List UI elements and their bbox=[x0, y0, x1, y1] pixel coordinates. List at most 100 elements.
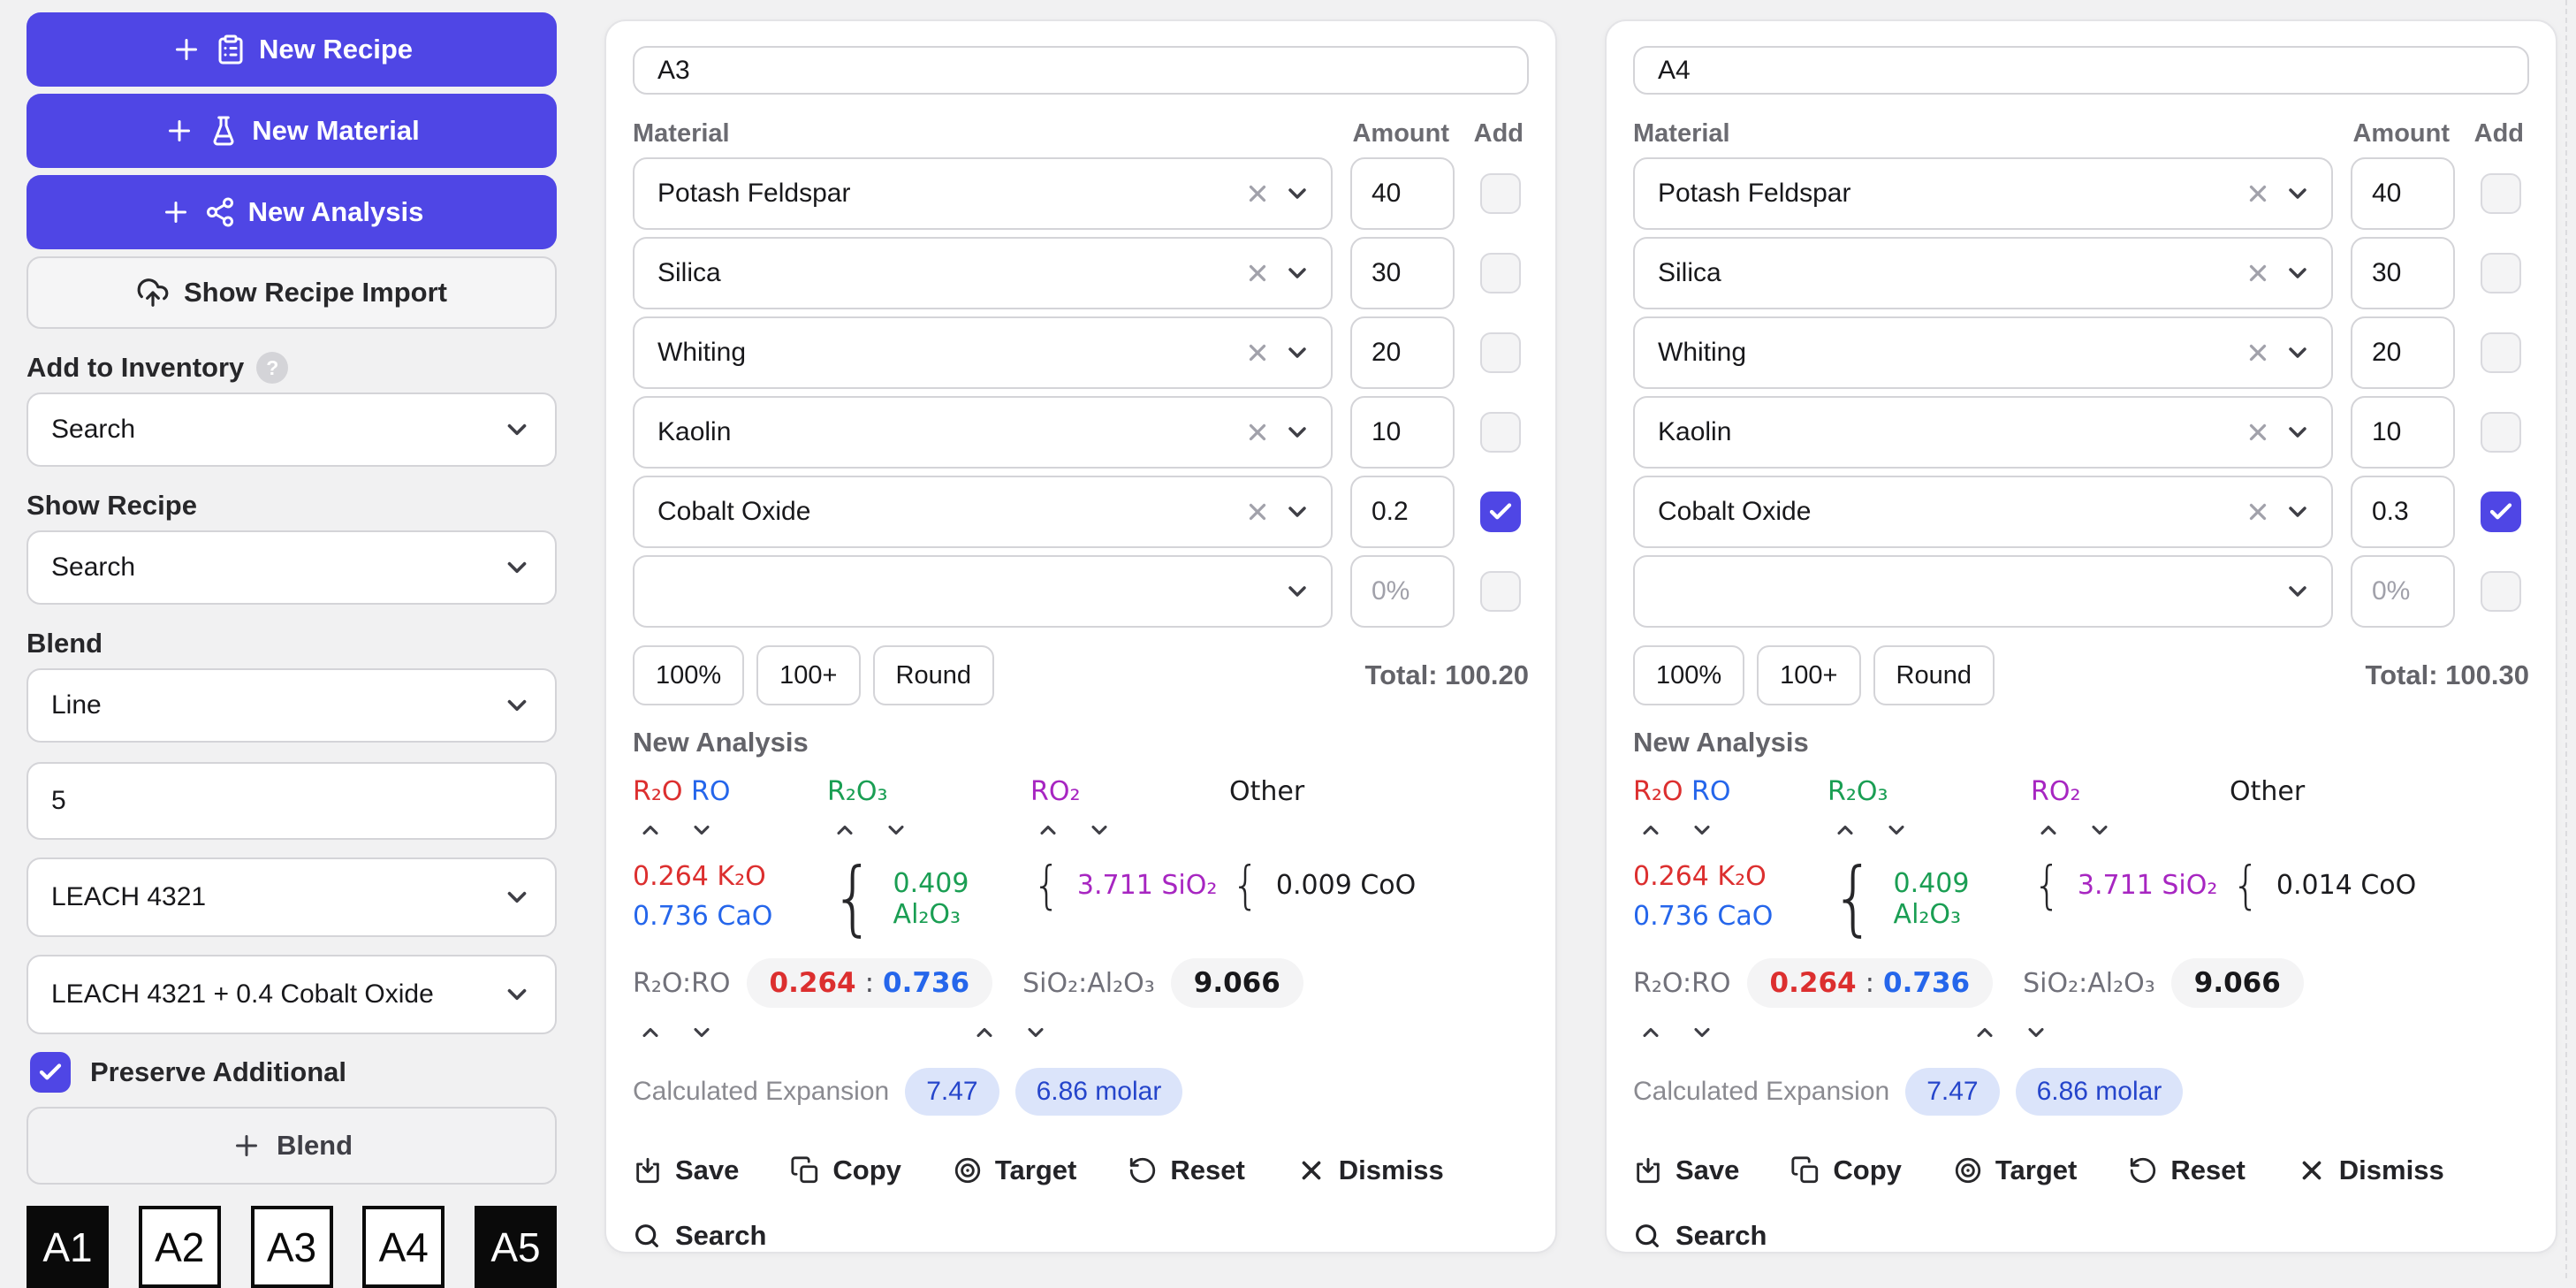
dismiss-button[interactable]: Dismiss bbox=[2297, 1155, 2444, 1186]
add-checkbox[interactable] bbox=[1480, 173, 1521, 215]
tab-a2[interactable]: A2 bbox=[138, 1206, 221, 1288]
material-select[interactable]: Potash Feldspar bbox=[633, 157, 1333, 231]
add-checkbox[interactable] bbox=[1480, 332, 1521, 374]
decrease-icon[interactable] bbox=[1087, 818, 1112, 842]
material-select[interactable]: Silica bbox=[1633, 237, 2333, 310]
decrease-icon[interactable] bbox=[1690, 1020, 1714, 1045]
amount-input[interactable] bbox=[1350, 157, 1455, 231]
amount-input[interactable] bbox=[1350, 237, 1455, 310]
preserve-additional-checkbox[interactable] bbox=[30, 1052, 71, 1093]
show-recipe-select[interactable]: Search bbox=[27, 530, 557, 605]
dismiss-button[interactable]: Dismiss bbox=[1296, 1155, 1444, 1186]
material-select[interactable] bbox=[633, 555, 1333, 629]
clear-icon[interactable] bbox=[1244, 260, 1271, 286]
save-button[interactable]: Save bbox=[633, 1155, 739, 1186]
increase-icon[interactable] bbox=[832, 818, 857, 842]
copy-button[interactable]: Copy bbox=[790, 1155, 901, 1186]
increase-icon[interactable] bbox=[1638, 818, 1663, 842]
increase-icon[interactable] bbox=[1833, 818, 1858, 842]
blend-button[interactable]: Blend bbox=[27, 1107, 557, 1185]
material-select[interactable]: Kaolin bbox=[1633, 396, 2333, 469]
chevron-down-icon[interactable] bbox=[2283, 498, 2312, 526]
reset-button[interactable]: Reset bbox=[1128, 1155, 1245, 1186]
new-analysis-button[interactable]: New Analysis bbox=[27, 175, 557, 249]
clear-icon[interactable] bbox=[2245, 419, 2271, 446]
amount-input[interactable] bbox=[2351, 157, 2455, 231]
tab-a3[interactable]: A3 bbox=[250, 1206, 333, 1288]
chevron-down-icon[interactable] bbox=[2283, 339, 2312, 367]
add-checkbox[interactable] bbox=[2481, 253, 2521, 294]
decrease-icon[interactable] bbox=[689, 818, 714, 842]
decrease-icon[interactable] bbox=[689, 1020, 714, 1045]
chevron-down-icon[interactable] bbox=[2283, 259, 2312, 287]
chevron-down-icon[interactable] bbox=[2283, 577, 2312, 606]
increase-icon[interactable] bbox=[972, 1020, 997, 1045]
clear-icon[interactable] bbox=[2245, 499, 2271, 525]
amount-input[interactable] bbox=[2351, 476, 2455, 549]
decrease-icon[interactable] bbox=[1884, 818, 1909, 842]
decrease-icon[interactable] bbox=[1023, 1020, 1048, 1045]
target-button[interactable]: Target bbox=[1953, 1155, 2077, 1186]
add-checkbox[interactable] bbox=[1480, 492, 1521, 533]
reset-button[interactable]: Reset bbox=[2128, 1155, 2245, 1186]
add-checkbox[interactable] bbox=[1480, 571, 1521, 613]
increase-icon[interactable] bbox=[638, 818, 663, 842]
amount-input[interactable] bbox=[2351, 555, 2455, 629]
material-select[interactable]: Kaolin bbox=[633, 396, 1333, 469]
add-checkbox[interactable] bbox=[1480, 253, 1521, 294]
clear-icon[interactable] bbox=[1244, 419, 1271, 446]
clear-icon[interactable] bbox=[2245, 180, 2271, 207]
target-button[interactable]: Target bbox=[953, 1155, 1076, 1186]
copy-button[interactable]: Copy bbox=[1790, 1155, 1902, 1186]
amount-input[interactable] bbox=[2351, 237, 2455, 310]
new-material-button[interactable]: New Material bbox=[27, 94, 557, 168]
decrease-icon[interactable] bbox=[2024, 1020, 2048, 1045]
increase-icon[interactable] bbox=[638, 1020, 663, 1045]
clear-icon[interactable] bbox=[2245, 260, 2271, 286]
search-button[interactable]: Search bbox=[1633, 1220, 2529, 1252]
amount-input[interactable] bbox=[1350, 316, 1455, 390]
blend-from-select[interactable]: LEACH 4321 bbox=[27, 857, 557, 937]
amount-input[interactable] bbox=[1350, 476, 1455, 549]
recipe-title-input[interactable] bbox=[1633, 46, 2529, 95]
material-select[interactable]: Whiting bbox=[1633, 316, 2333, 390]
chevron-down-icon[interactable] bbox=[1283, 418, 1311, 446]
clear-icon[interactable] bbox=[1244, 339, 1271, 366]
blend-type-select[interactable]: Line bbox=[27, 668, 557, 743]
chevron-down-icon[interactable] bbox=[2283, 179, 2312, 208]
clear-icon[interactable] bbox=[1244, 180, 1271, 207]
add-checkbox[interactable] bbox=[1480, 412, 1521, 453]
new-recipe-button[interactable]: New Recipe bbox=[27, 12, 557, 87]
tab-a5[interactable]: A5 bbox=[475, 1206, 557, 1288]
add-checkbox[interactable] bbox=[2481, 571, 2521, 613]
save-button[interactable]: Save bbox=[1633, 1155, 1739, 1186]
material-select[interactable]: Cobalt Oxide bbox=[1633, 476, 2333, 549]
chevron-down-icon[interactable] bbox=[1283, 179, 1311, 208]
blend-steps-input[interactable] bbox=[27, 762, 557, 840]
blend-to-select[interactable]: LEACH 4321 + 0.4 Cobalt Oxide bbox=[27, 955, 557, 1034]
tab-a4[interactable]: A4 bbox=[362, 1206, 445, 1288]
help-icon[interactable]: ? bbox=[256, 352, 289, 384]
add-to-inventory-select[interactable]: Search bbox=[27, 392, 557, 467]
chevron-down-icon[interactable] bbox=[1283, 577, 1311, 606]
material-select[interactable] bbox=[1633, 555, 2333, 629]
recipe-title-input[interactable] bbox=[633, 46, 1529, 95]
material-select[interactable]: Potash Feldspar bbox=[1633, 157, 2333, 231]
retain-100plus-button[interactable]: 100+ bbox=[756, 645, 861, 706]
decrease-icon[interactable] bbox=[1690, 818, 1714, 842]
tab-a1[interactable]: A1 bbox=[27, 1206, 109, 1288]
normalize-100pct-button[interactable]: 100% bbox=[633, 645, 745, 706]
add-checkbox[interactable] bbox=[2481, 173, 2521, 215]
retain-100plus-button[interactable]: 100+ bbox=[1757, 645, 1861, 706]
amount-input[interactable] bbox=[2351, 396, 2455, 469]
amount-input[interactable] bbox=[2351, 316, 2455, 390]
increase-icon[interactable] bbox=[1036, 818, 1060, 842]
decrease-icon[interactable] bbox=[2087, 818, 2112, 842]
round-button[interactable]: Round bbox=[872, 645, 994, 706]
chevron-down-icon[interactable] bbox=[2283, 418, 2312, 446]
chevron-down-icon[interactable] bbox=[1283, 498, 1311, 526]
material-select[interactable]: Whiting bbox=[633, 316, 1333, 390]
show-recipe-import-button[interactable]: Show Recipe Import bbox=[27, 256, 557, 329]
chevron-down-icon[interactable] bbox=[1283, 259, 1311, 287]
increase-icon[interactable] bbox=[1638, 1020, 1663, 1045]
